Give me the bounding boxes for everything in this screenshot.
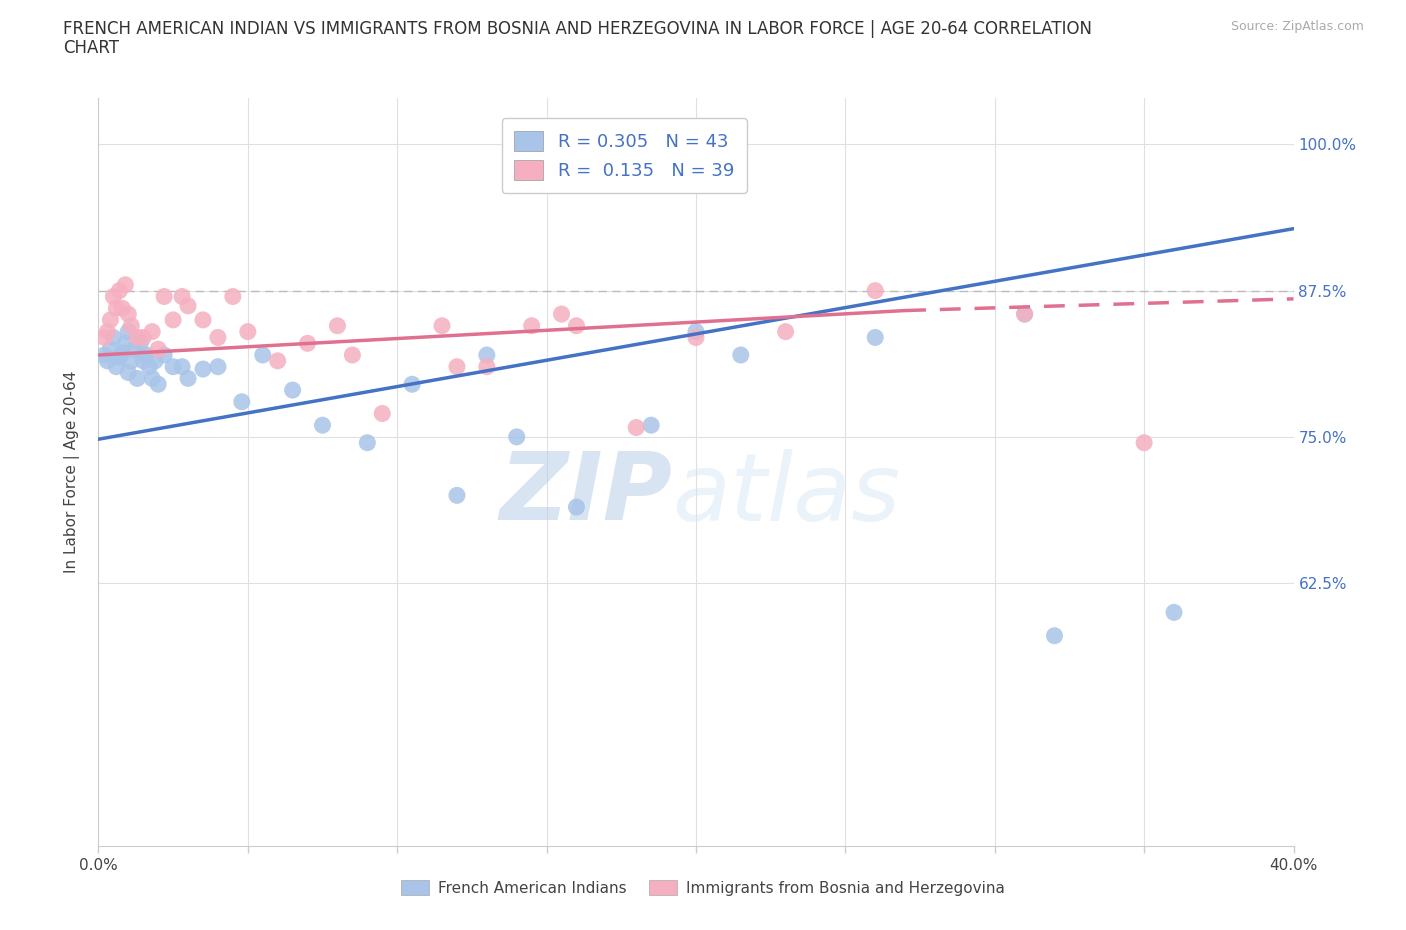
Point: [120, 318, 142, 333]
Point: [105, 359, 128, 374]
Point: [148, 341, 170, 356]
Point: [506, 430, 529, 445]
Y-axis label: In Labor Force | Age 20-64: In Labor Force | Age 20-64: [63, 371, 80, 573]
Point: [550, 307, 572, 322]
Point: [117, 325, 139, 339]
Point: [98, 312, 122, 327]
Point: [177, 299, 200, 313]
Point: [132, 330, 155, 345]
Point: [117, 365, 139, 380]
Text: atlas: atlas: [672, 449, 900, 540]
Point: [172, 289, 194, 304]
Point: [127, 371, 149, 386]
Point: [446, 488, 468, 503]
Text: Source: ZipAtlas.com: Source: ZipAtlas.com: [1230, 20, 1364, 33]
Point: [177, 371, 200, 386]
Point: [103, 330, 125, 345]
Legend: R = 0.305   N = 43, R =  0.135   N = 39: R = 0.305 N = 43, R = 0.135 N = 39: [502, 118, 747, 193]
Point: [93, 348, 115, 363]
Point: [162, 359, 184, 374]
Point: [565, 499, 588, 514]
Point: [191, 362, 214, 377]
Point: [105, 300, 128, 315]
Point: [132, 353, 155, 368]
Point: [475, 359, 498, 374]
Point: [297, 336, 319, 351]
Point: [401, 377, 423, 392]
Point: [207, 359, 229, 374]
Point: [127, 330, 149, 345]
Point: [281, 382, 304, 397]
Point: [236, 325, 259, 339]
Point: [138, 359, 160, 374]
Point: [430, 318, 453, 333]
Point: [141, 325, 163, 339]
Point: [98, 341, 122, 356]
Point: [162, 312, 184, 327]
Point: [117, 307, 139, 322]
Point: [520, 318, 543, 333]
Point: [108, 350, 131, 365]
Point: [342, 348, 364, 363]
Point: [640, 418, 662, 432]
Point: [565, 318, 588, 333]
Point: [356, 435, 378, 450]
Point: [207, 330, 229, 345]
Point: [475, 348, 498, 363]
Point: [685, 325, 707, 339]
Point: [865, 330, 887, 345]
Point: [222, 289, 245, 304]
Point: [775, 325, 797, 339]
Point: [865, 284, 887, 299]
Point: [626, 420, 648, 435]
Point: [1043, 629, 1066, 644]
Point: [153, 348, 176, 363]
Point: [93, 330, 115, 345]
Point: [129, 336, 152, 351]
Point: [111, 300, 134, 315]
Point: [191, 312, 214, 327]
Point: [172, 359, 194, 374]
Text: CHART: CHART: [63, 39, 120, 57]
Point: [267, 353, 290, 368]
Point: [1014, 307, 1036, 322]
Point: [143, 353, 166, 368]
Point: [730, 348, 752, 363]
Point: [1133, 435, 1156, 450]
Text: FRENCH AMERICAN INDIAN VS IMMIGRANTS FROM BOSNIA AND HERZEGOVINA IN LABOR FORCE : FRENCH AMERICAN INDIAN VS IMMIGRANTS FRO…: [63, 20, 1092, 38]
Text: ZIP: ZIP: [499, 448, 672, 540]
Point: [103, 289, 125, 304]
Point: [371, 406, 394, 421]
Point: [120, 353, 142, 368]
Point: [114, 277, 136, 292]
Point: [311, 418, 333, 432]
Point: [231, 394, 253, 409]
Point: [96, 353, 118, 368]
Point: [96, 325, 118, 339]
Point: [114, 336, 136, 351]
Point: [111, 345, 134, 360]
Point: [1014, 307, 1036, 322]
Point: [252, 348, 274, 363]
Point: [326, 318, 349, 333]
Legend: French American Indians, Immigrants from Bosnia and Herzegovina: French American Indians, Immigrants from…: [395, 873, 1011, 902]
Point: [135, 348, 157, 363]
Point: [685, 330, 707, 345]
Point: [148, 377, 170, 392]
Point: [124, 341, 146, 356]
Point: [446, 359, 468, 374]
Point: [141, 371, 163, 386]
Point: [1163, 604, 1185, 619]
Point: [108, 284, 131, 299]
Point: [153, 289, 176, 304]
